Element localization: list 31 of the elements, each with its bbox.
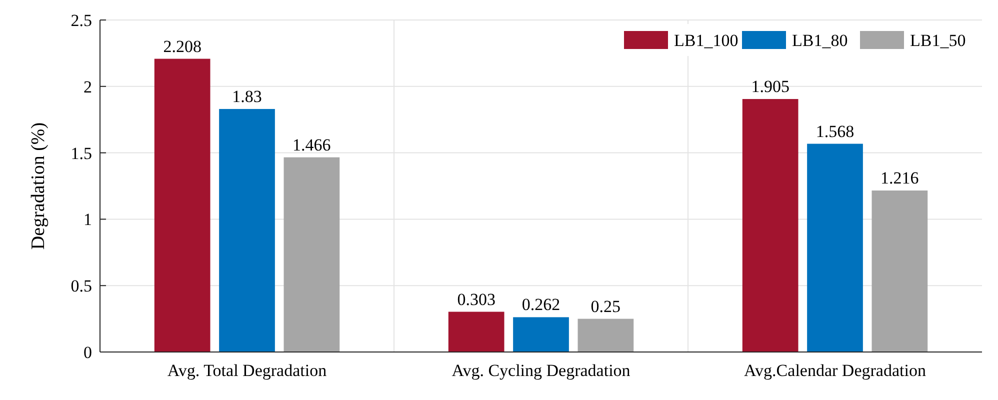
bar <box>807 144 863 352</box>
bar <box>154 58 210 352</box>
data-label: 1.905 <box>751 77 790 96</box>
data-label: 1.216 <box>880 168 919 188</box>
y-tick-label: 0.5 <box>70 276 92 296</box>
y-tick-label: 1.5 <box>70 144 92 163</box>
legend-label: LB1_80 <box>792 30 848 50</box>
y-tick-label: 2 <box>84 77 92 96</box>
bar <box>578 318 634 352</box>
data-label: 0.25 <box>590 296 621 316</box>
bar <box>513 317 569 352</box>
data-label: 0.303 <box>457 290 496 309</box>
data-label: 2.208 <box>163 36 202 56</box>
data-label: 1.466 <box>292 135 331 154</box>
bar <box>219 108 275 352</box>
bar <box>872 190 928 352</box>
legend-label: LB1_50 <box>910 30 966 50</box>
x-tick-label: Avg. Cycling Degradation <box>452 361 631 380</box>
bar <box>448 312 504 352</box>
x-tick-label: Avg. Total Degradation <box>167 361 328 380</box>
data-label: 1.568 <box>816 122 854 141</box>
legend-label: LB1_100 <box>674 30 738 50</box>
y-tick-label: 1 <box>84 210 92 230</box>
bar <box>284 157 340 352</box>
y-axis-title: Degradation (%) <box>28 122 49 250</box>
y-tick-label: 0 <box>84 342 92 362</box>
bar <box>742 99 798 352</box>
y-tick-label: 2.5 <box>70 10 92 30</box>
x-tick-label: Avg.Calendar Degradation <box>744 361 926 380</box>
data-label: 0.262 <box>522 295 560 314</box>
data-label: 1.83 <box>232 86 262 106</box>
